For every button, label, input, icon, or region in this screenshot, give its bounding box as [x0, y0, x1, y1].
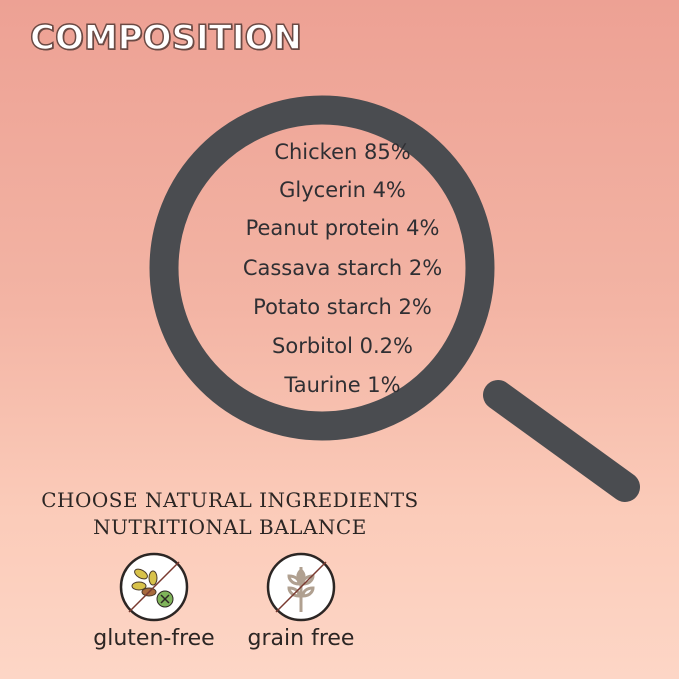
badge-label-gluten-free: gluten-free [93, 626, 215, 651]
no-grain-icon [266, 552, 336, 622]
ingredient-item: Chicken 85% [274, 140, 411, 164]
ingredient-item: Glycerin 4% [279, 178, 406, 202]
ingredient-item: Sorbitol 0.2% [272, 334, 413, 358]
page-title: COMPOSITION [29, 17, 302, 59]
ingredient-item: Peanut protein 4% [245, 216, 440, 240]
tagline-line-1: CHOOSE NATURAL INGREDIENTS [41, 488, 419, 512]
ingredient-item: Cassava starch 2% [242, 256, 443, 280]
badge-label-grain-free: grain free [247, 626, 355, 651]
no-gluten-icon [119, 552, 189, 622]
ingredient-item: Potato starch 2% [253, 295, 432, 319]
tagline-line-2: NUTRITIONAL BALANCE [93, 515, 367, 539]
ingredient-item: Taurine 1% [284, 373, 401, 397]
